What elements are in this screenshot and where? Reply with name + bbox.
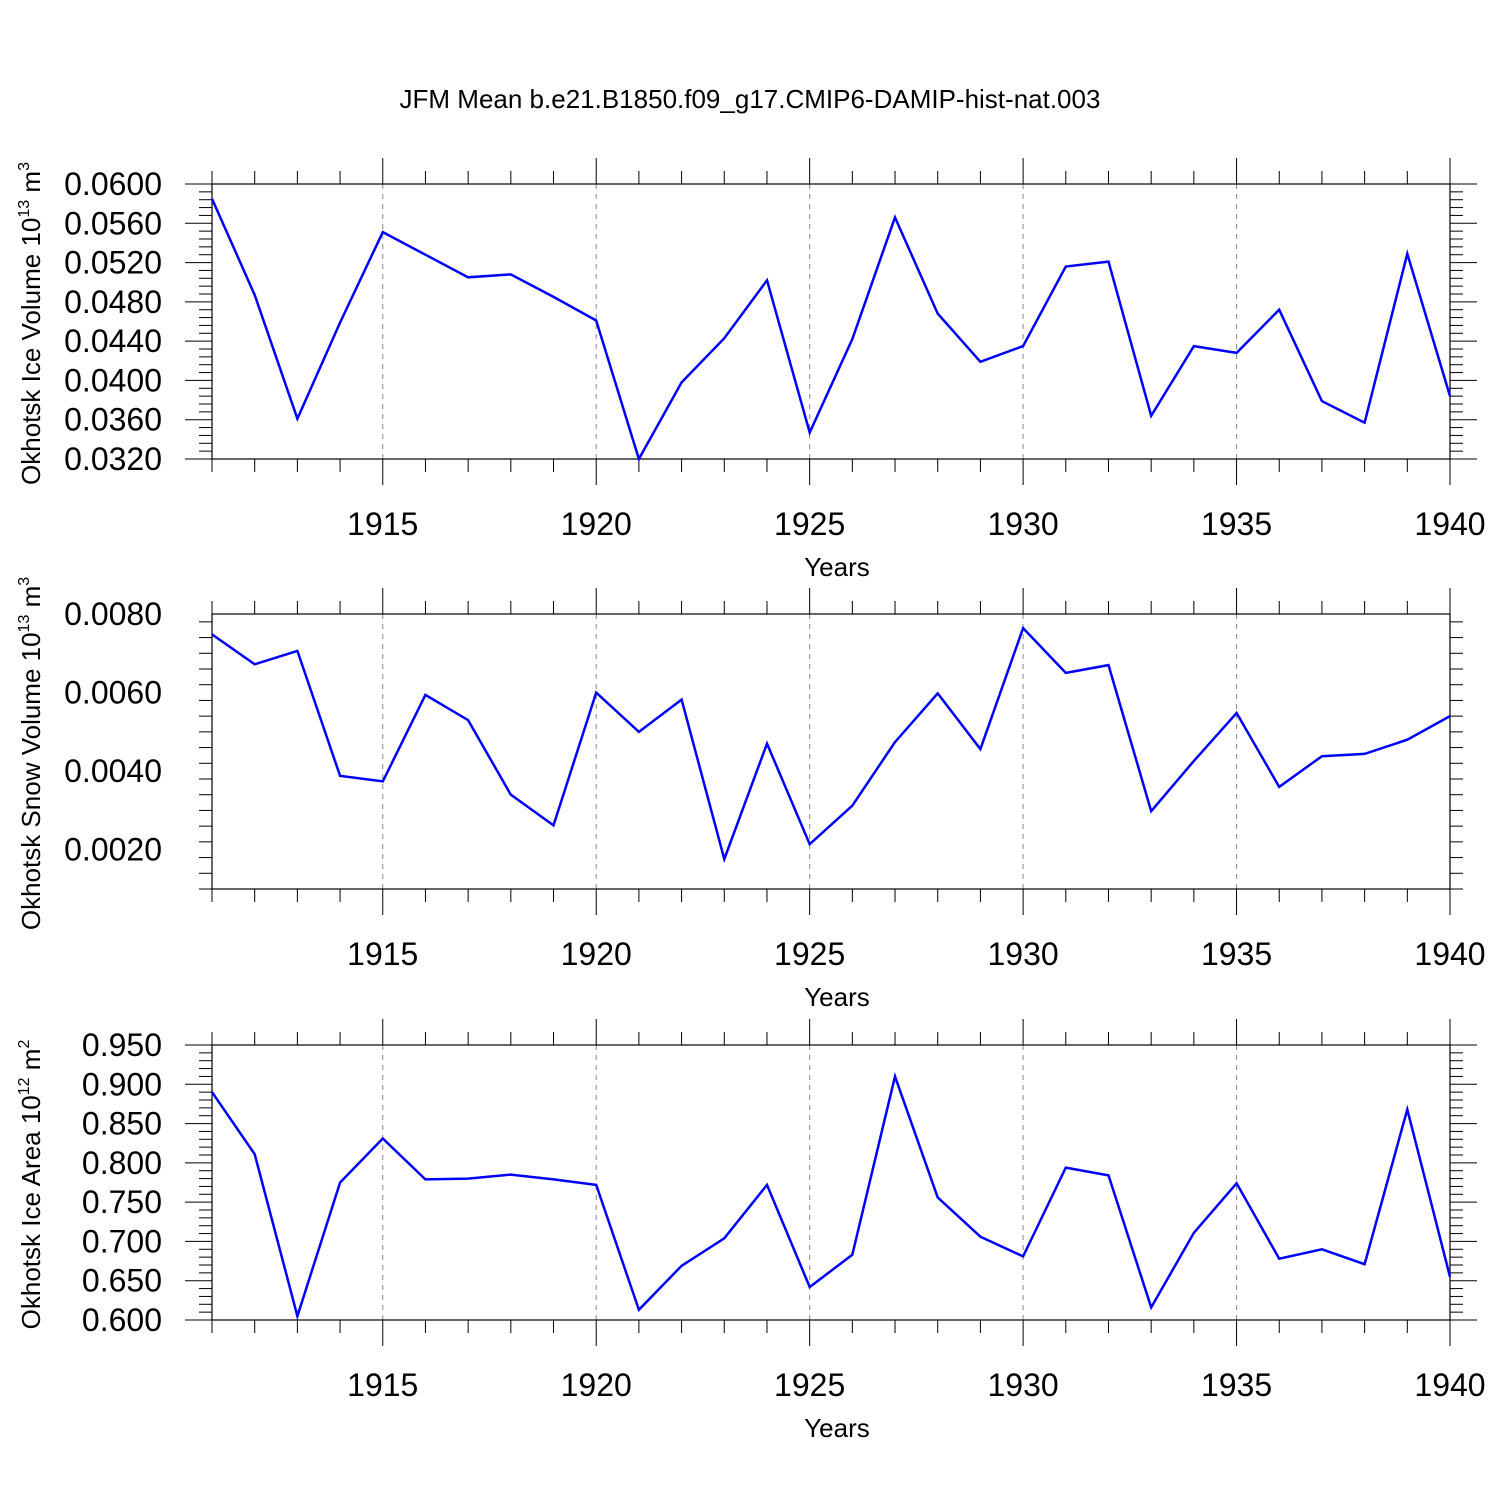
y-tick-label: 0.950 (82, 1027, 162, 1063)
chart-panel-2: 1915 1920 1925 1930 1935 1940 Years 0.0080 0.006… (16, 577, 1486, 1012)
x-tick-label: 1920 (561, 936, 632, 972)
y-tick-label: 0.0020 (64, 832, 162, 868)
y-tick-label: 0.0480 (64, 284, 162, 320)
y-tick-label: 0.800 (82, 1145, 162, 1181)
x-tick-label: 1930 (988, 936, 1059, 972)
x-tick-label: 1925 (774, 1367, 845, 1403)
x-tick-label: 1930 (988, 506, 1059, 542)
y-axis-label: Okhotsk Ice Area 1012 m2 (16, 1040, 46, 1330)
x-tick-label: 1920 (561, 506, 632, 542)
y-tick-label: 0.0360 (64, 402, 162, 438)
x-tick-label: 1920 (561, 1367, 632, 1403)
x-tick-label: 1925 (774, 506, 845, 542)
x-tick-label: 1940 (1414, 936, 1485, 972)
y-tick-label: 0.700 (82, 1223, 162, 1259)
x-tick-label: 1940 (1414, 1367, 1485, 1403)
figure-title: JFM Mean b.e21.B1850.f09_g17.CMIP6-DAMIP… (400, 84, 1101, 114)
y-tick-label: 0.0440 (64, 323, 162, 359)
series-line (210, 198, 1452, 463)
x-tick-label: 1915 (347, 506, 418, 542)
y-tick-label: 0.0560 (64, 205, 162, 241)
x-tick-label: 1935 (1201, 1367, 1272, 1403)
y-tick-label: 0.0320 (64, 441, 162, 477)
y-tick-label: 0.600 (82, 1302, 162, 1338)
plot-frame (211, 183, 1451, 460)
y-tick-label: 0.900 (82, 1066, 162, 1102)
chart-panel-1: 1915 1920 1925 1930 1935 1940 Years 0.06000.056… (16, 158, 1486, 582)
series-line (211, 625, 1451, 864)
x-axis-label: Years (804, 552, 870, 582)
plot-frame (211, 613, 1451, 890)
x-axis-label: Years (804, 982, 870, 1012)
x-tick-label: 1925 (774, 936, 845, 972)
x-tick-label: 1930 (988, 1367, 1059, 1403)
y-tick-label: 0.850 (82, 1106, 162, 1142)
y-tick-label: 0.750 (82, 1184, 162, 1220)
y-tick-label: 0.0400 (64, 362, 162, 398)
series-line (210, 1071, 1452, 1321)
y-tick-label: 0.0040 (64, 753, 162, 789)
y-tick-label: 0.0600 (64, 166, 162, 202)
y-tick-label: 0.0060 (64, 675, 162, 711)
x-tick-label: 1915 (347, 936, 418, 972)
x-tick-label: 1915 (347, 1367, 418, 1403)
y-tick-label: 0.0520 (64, 245, 162, 281)
x-tick-label: 1935 (1201, 936, 1272, 972)
y-tick-label: 0.650 (82, 1263, 162, 1299)
x-tick-label: 1935 (1201, 506, 1272, 542)
y-tick-label: 0.0080 (64, 596, 162, 632)
x-axis-label: Years (804, 1413, 870, 1443)
y-axis-label: Okhotsk Snow Volume 1013 m3 (16, 577, 46, 930)
plot-frame (211, 1044, 1451, 1321)
y-axis-label: Okhotsk Ice Volume 1013 m3 (16, 162, 46, 485)
x-tick-label: 1940 (1414, 506, 1485, 542)
